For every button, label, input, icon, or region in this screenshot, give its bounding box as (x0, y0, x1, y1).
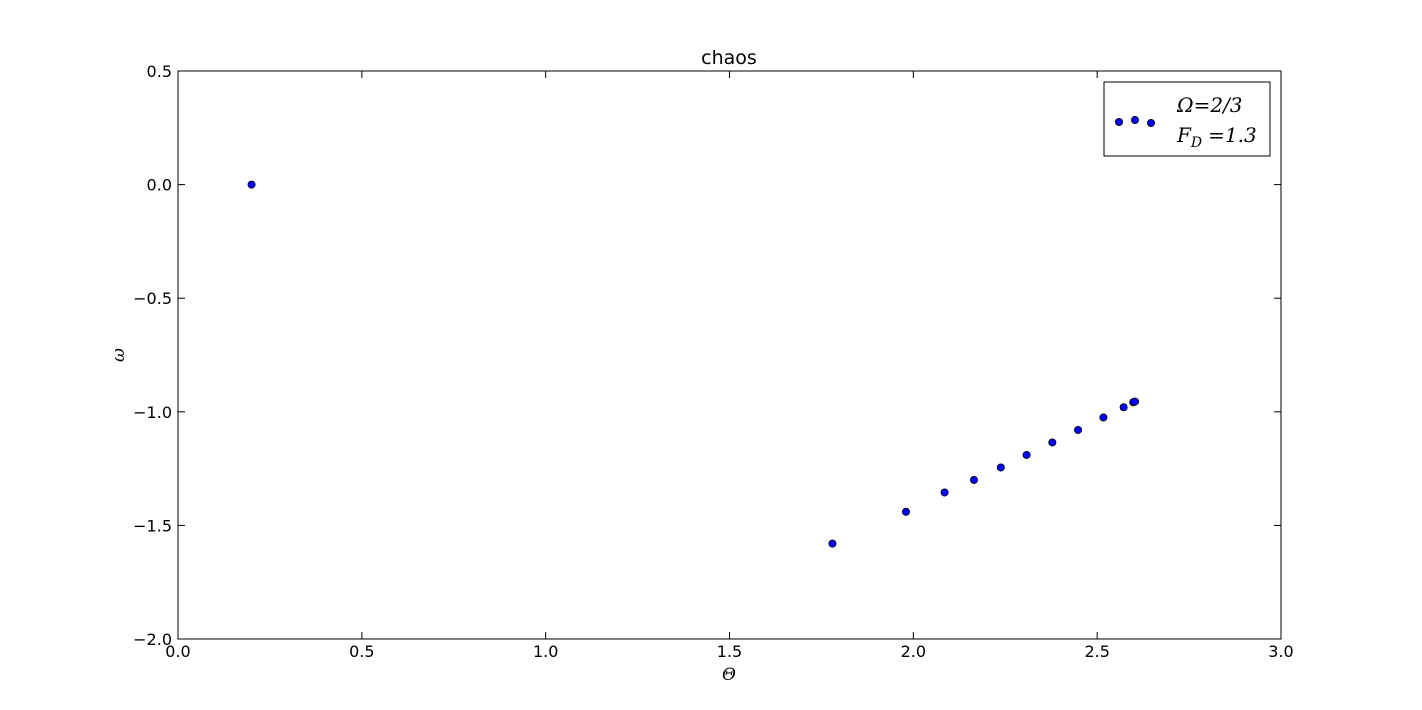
legend-label-line1: Ω=2/3 (1176, 93, 1243, 117)
legend-marker (1115, 118, 1124, 127)
scatter-point (1074, 425, 1083, 434)
chart-title: chaos (701, 47, 757, 69)
y-tick-label: 0.0 (147, 176, 172, 195)
x-axis-ticks: 0.0 0.5 1.0 1.5 2.0 2.5 3.0 (165, 71, 1294, 661)
y-tick-label: −1.0 (133, 403, 172, 422)
x-tick-label: 3.0 (1268, 642, 1293, 661)
scatter-point (1099, 413, 1108, 422)
x-tick-label: 1.0 (533, 642, 558, 661)
y-tick-label: −1.5 (133, 516, 172, 535)
x-tick-label: 0.0 (165, 642, 190, 661)
y-axis-ticks: 0.5 0.0 −0.5 −1.0 −1.5 −2.0 (133, 62, 1281, 649)
x-tick-label: 2.5 (1084, 642, 1109, 661)
scatter-point (1048, 438, 1057, 447)
x-axis-label: Θ (722, 665, 736, 685)
data-points (247, 180, 1140, 548)
scatter-point (940, 488, 949, 497)
legend-marker (1131, 116, 1140, 125)
scatter-point (1022, 450, 1031, 459)
scatter-point (247, 180, 256, 189)
scatter-point (1119, 403, 1128, 412)
y-axis-label: ω (109, 348, 129, 362)
legend-label-f: F (1176, 123, 1192, 147)
x-tick-label: 1.5 (717, 642, 742, 661)
x-tick-label: 0.5 (349, 642, 374, 661)
scatter-point (969, 475, 978, 484)
y-tick-label: −0.5 (133, 289, 172, 308)
y-tick-label: −2.0 (133, 630, 172, 649)
scatter-point (828, 539, 837, 548)
legend: Ω=2/3 FD =1.3 (1103, 81, 1271, 157)
y-tick-label: 0.5 (147, 62, 172, 81)
legend-label-value: =1.3 (1208, 123, 1257, 147)
scatter-point (901, 507, 910, 516)
legend-label-subscript: D (1190, 135, 1202, 151)
scatter-point (1131, 397, 1140, 406)
scatter-point (996, 463, 1005, 472)
legend-marker (1147, 119, 1156, 128)
legend-label-line2: FD =1.3 (1176, 123, 1257, 151)
x-tick-label: 2.0 (901, 642, 926, 661)
